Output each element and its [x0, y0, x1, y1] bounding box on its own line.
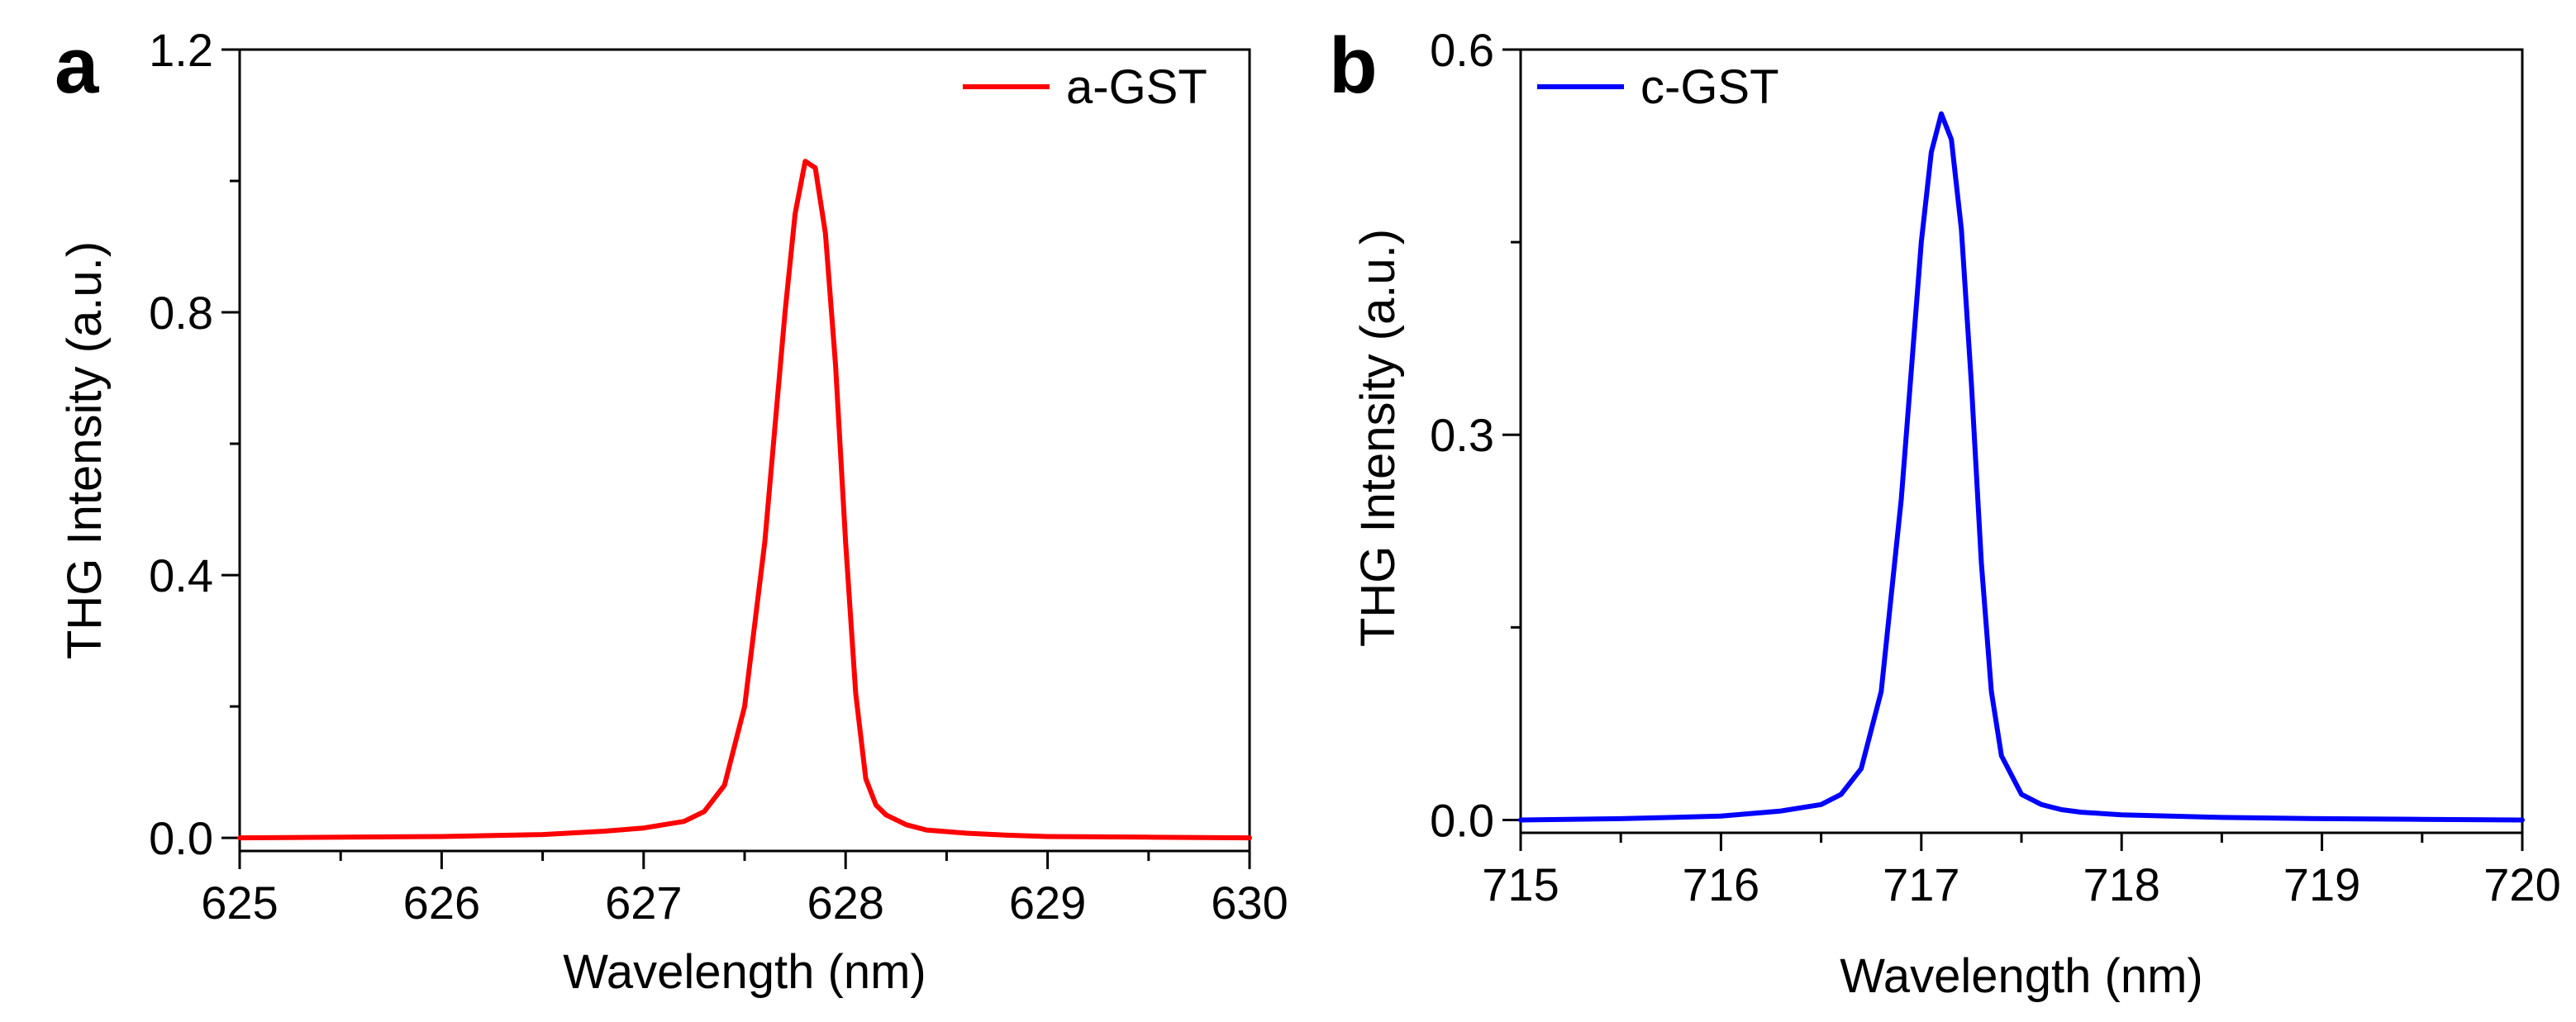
panel-a-y-axis-title: THG Intensity (a.u.) [58, 241, 112, 659]
x-tick-label: 716 [1683, 858, 1759, 910]
x-tick-label: 715 [1482, 858, 1559, 910]
panel-b-ticks: 715 716 717 718 719 720 0.0 0.3 0.6 [1430, 24, 2561, 910]
a-gst-legend-label: a-GST [1066, 60, 1207, 114]
y-tick-label: 0.3 [1430, 409, 1494, 461]
panel-a-x-axis-title: Wavelength (nm) [563, 945, 926, 999]
panel-b-letter: b [1329, 21, 1378, 110]
y-tick-label: 0.0 [149, 812, 213, 864]
c-gst-series-line [1518, 111, 2525, 823]
panel-b-plot-frame [1519, 48, 2524, 834]
y-tick-label: 0.8 [149, 287, 213, 339]
x-tick-label: 629 [1009, 877, 1086, 929]
a-gst-series-line [237, 159, 1252, 841]
panel-b-x-axis-title: Wavelength (nm) [1840, 949, 2202, 1003]
panel-b: b 715 716 717 718 719 720 0.0 0.3 0.6 c-GST Wave… [1329, 21, 2561, 1003]
panel-a-plot-frame [238, 48, 1251, 853]
x-tick-label: 717 [1883, 858, 1959, 910]
panel-a: a 625 626 627 628 629 630 0.0 0.4 0.8 1.2 a-GST W… [55, 21, 1288, 999]
y-tick-label: 0.6 [1430, 24, 1494, 76]
panel-b-y-axis-title: THG Intensity (a.u.) [1351, 229, 1405, 647]
x-tick-label: 627 [605, 877, 682, 929]
x-tick-label: 719 [2283, 858, 2360, 910]
x-tick-label: 626 [403, 877, 480, 929]
panel-a-ticks: 625 626 627 628 629 630 0.0 0.4 0.8 1.2 [149, 24, 1288, 929]
x-tick-label: 630 [1211, 877, 1288, 929]
x-tick-label: 628 [807, 877, 883, 929]
panel-a-letter: a [55, 21, 99, 110]
y-tick-label: 0.4 [149, 549, 213, 601]
x-tick-label: 718 [2083, 858, 2159, 910]
y-tick-label: 1.2 [149, 24, 213, 76]
x-tick-label: 720 [2483, 858, 2560, 910]
c-gst-legend-label: c-GST [1640, 60, 1779, 114]
y-tick-label: 0.0 [1430, 794, 1494, 846]
x-tick-label: 625 [201, 877, 278, 929]
